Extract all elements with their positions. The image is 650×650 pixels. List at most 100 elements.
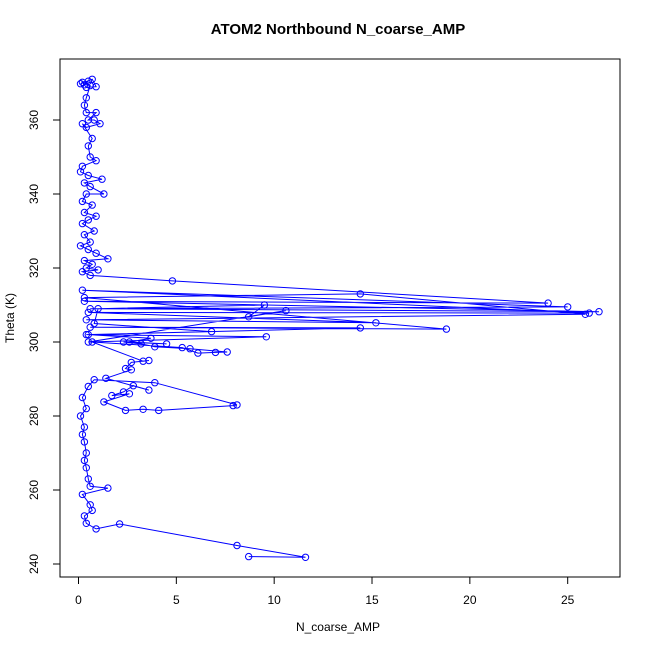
data-point (115, 520, 124, 528)
data-point (145, 356, 153, 365)
data-point (76, 242, 85, 250)
data-point (86, 81, 94, 90)
data-point (78, 393, 87, 402)
data-point (94, 266, 102, 274)
data-point (78, 268, 87, 276)
data-point (147, 334, 155, 342)
data-point (108, 391, 116, 400)
data-point (137, 340, 145, 348)
data-point (98, 175, 106, 183)
data-point (88, 260, 96, 268)
data-point (86, 323, 94, 331)
data-point (121, 406, 130, 415)
data-point (245, 552, 253, 561)
series-layer (76, 75, 603, 561)
data-point (84, 245, 93, 254)
data-point (82, 449, 91, 457)
data-point (262, 333, 270, 341)
data-point (88, 134, 96, 143)
data-point (260, 301, 269, 309)
data-point (92, 157, 100, 165)
series-line (79, 78, 600, 558)
x-axis: 0 5 10 15 20 25 (75, 576, 575, 607)
data-point (301, 553, 310, 561)
data-point (82, 330, 91, 339)
data-point (80, 208, 89, 217)
data-point (84, 475, 93, 483)
y-tick-label: 360 (27, 110, 41, 130)
data-point (82, 123, 91, 132)
data-point (78, 120, 87, 128)
data-point (86, 271, 94, 280)
data-point (84, 216, 93, 224)
data-point (245, 313, 253, 321)
x-tick-label: 15 (365, 593, 379, 607)
y-tick-label: 300 (27, 332, 41, 352)
data-point (119, 338, 128, 346)
data-point (80, 293, 89, 302)
y-axis-label: Theta (K) (3, 293, 17, 343)
y-tick-label: 320 (27, 258, 41, 278)
data-point (104, 484, 112, 492)
data-point (151, 379, 159, 387)
chart-title: ATOM2 Northbound N_coarse_AMP (211, 21, 465, 38)
data-point (96, 120, 104, 128)
data-point (90, 116, 98, 124)
data-point (82, 464, 91, 472)
data-point (186, 345, 194, 353)
x-tick-label: 25 (561, 593, 575, 607)
data-point (178, 343, 186, 352)
data-point (88, 338, 96, 346)
data-point (86, 182, 94, 191)
data-point (84, 142, 93, 150)
data-point (80, 231, 89, 239)
data-point (82, 316, 91, 324)
data-point (102, 374, 110, 382)
x-tick-label: 5 (173, 593, 180, 607)
data-point (155, 406, 163, 415)
data-point (82, 519, 91, 527)
data-point (86, 238, 94, 246)
data-point (82, 108, 91, 117)
data-point (76, 168, 85, 176)
data-point (84, 382, 93, 391)
data-point (356, 324, 364, 332)
data-point (84, 338, 93, 346)
data-point (78, 197, 87, 206)
y-tick-label: 240 (27, 554, 41, 574)
data-point (88, 506, 96, 515)
data-point (194, 349, 202, 357)
data-point (90, 319, 98, 328)
data-point (80, 101, 89, 109)
x-tick-label: 20 (463, 593, 477, 607)
data-point (104, 255, 112, 263)
y-tick-label: 340 (27, 184, 41, 204)
data-point (168, 277, 177, 285)
data-point (125, 338, 134, 346)
data-point (84, 116, 93, 124)
data-point (80, 297, 89, 305)
data-point (233, 401, 241, 409)
data-point (82, 83, 91, 92)
data-point (90, 376, 98, 384)
data-point (76, 80, 85, 88)
y-tick-label: 260 (27, 480, 41, 500)
data-point (78, 430, 87, 439)
data-point (80, 456, 89, 465)
data-point (80, 438, 89, 446)
data-point (564, 303, 572, 311)
data-point (229, 401, 237, 410)
data-point (76, 412, 85, 420)
data-point (92, 212, 100, 220)
x-tick-label: 10 (267, 593, 281, 607)
data-point (78, 219, 87, 228)
data-point (581, 310, 589, 318)
data-point (207, 327, 216, 336)
data-point (78, 78, 87, 87)
data-point (233, 541, 241, 550)
data-point (84, 171, 93, 180)
data-point (442, 325, 451, 333)
data-point (139, 357, 147, 365)
